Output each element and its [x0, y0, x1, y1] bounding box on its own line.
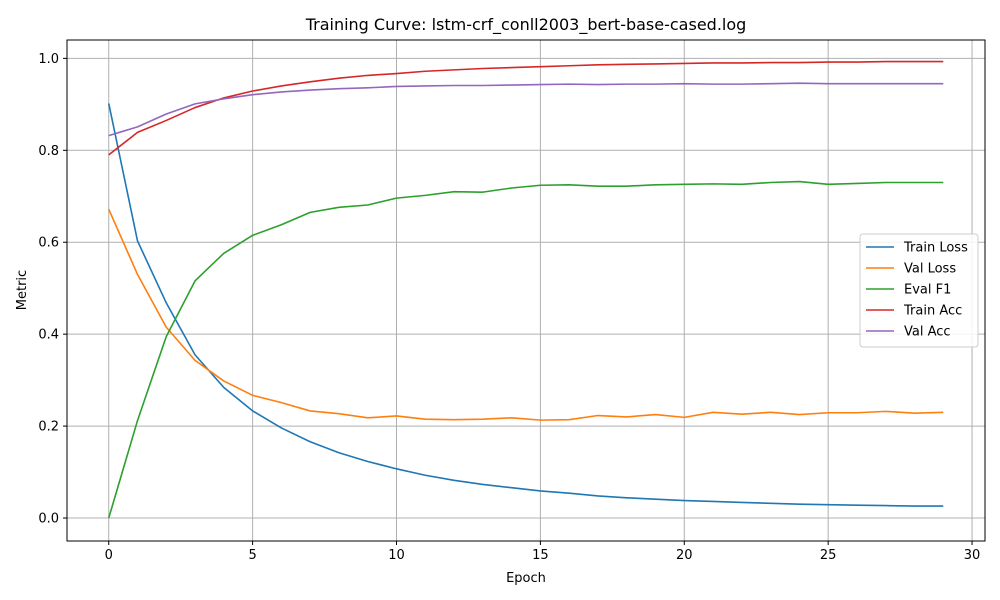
x-tick-label: 15: [532, 548, 549, 563]
y-tick-label: 0.8: [38, 144, 59, 159]
y-tick-label: 0.2: [38, 420, 59, 435]
series-lines: [107, 60, 944, 519]
y-tick-label: 0.4: [38, 328, 59, 343]
legend-label-val-loss: Val Loss: [904, 262, 956, 277]
x-axis-ticks: 0 5 10 15 20 25 30: [105, 541, 981, 563]
x-tick-label: 20: [676, 548, 693, 563]
x-tick-label: 10: [388, 548, 405, 563]
plot-frame: [66, 39, 986, 542]
legend-label-eval-f1: Eval F1: [904, 283, 951, 298]
y-axis-label: Metric: [15, 270, 30, 310]
legend-label-train-loss: Train Loss: [903, 241, 968, 256]
x-tick-label: 30: [964, 548, 981, 563]
x-tick-label: 0: [105, 548, 113, 563]
legend: Train Loss Val Loss Eval F1 Train Acc Val Ac…: [859, 233, 979, 348]
series-line-val-acc: [108, 82, 944, 137]
y-axis-ticks: 0.0 0.2 0.4 0.6 0.8 1.0: [38, 52, 67, 527]
chart-title: Training Curve: lstm-crf_conll2003_bert-…: [305, 15, 747, 35]
legend-label-train-acc: Train Acc: [903, 304, 962, 319]
x-tick-label: 5: [248, 548, 256, 563]
y-tick-label: 1.0: [38, 52, 59, 67]
series-line-eval-f1: [107, 180, 944, 519]
y-tick-label: 0.6: [38, 236, 59, 251]
series-line-train-acc: [108, 60, 944, 156]
x-tick-label: 25: [820, 548, 837, 563]
legend-label-val-acc: Val Acc: [904, 325, 951, 340]
series-line-train-loss: [107, 103, 944, 507]
y-tick-label: 0.0: [38, 512, 59, 527]
legend-box: [859, 233, 979, 348]
x-axis-label: Epoch: [506, 571, 546, 586]
grid: [67, 40, 985, 541]
series-line-val-loss: [107, 208, 944, 421]
